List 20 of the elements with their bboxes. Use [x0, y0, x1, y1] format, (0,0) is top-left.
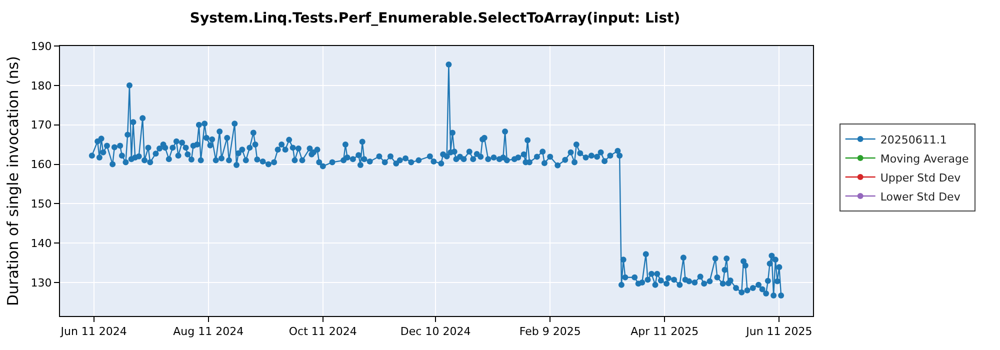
x-tick-label: Jun 11 2024 [60, 325, 127, 338]
y-tick-label: 180 [30, 79, 52, 92]
legend-label: Moving Average [880, 152, 969, 166]
y-axis-title: Duration of single invocation (ns) [4, 56, 22, 306]
legend-label: 20250611.1 [880, 133, 947, 146]
x-tick-label: Feb 9 2025 [519, 325, 581, 338]
x-tick-label: Oct 11 2024 [288, 325, 357, 338]
x-tick-label: Aug 11 2024 [173, 325, 244, 338]
legend-label: Lower Std Dev [880, 190, 961, 204]
y-tick-label: 170 [30, 118, 52, 132]
x-tick-label: Jun 11 2025 [745, 325, 812, 338]
y-tick-label: 140 [30, 236, 52, 250]
y-tick-label: 190 [30, 40, 52, 53]
legend-label: Upper Std Dev [880, 171, 962, 184]
x-tick-label: Dec 10 2024 [400, 325, 471, 338]
y-tick-label: 150 [30, 198, 52, 211]
chart-title: System.Linq.Tests.Perf_Enumerable.SelectToArray(input: List) [190, 10, 680, 26]
y-tick-label: 130 [30, 276, 52, 290]
y-tick-label: 160 [30, 158, 52, 172]
x-tick-label: Apr 11 2025 [630, 325, 699, 338]
